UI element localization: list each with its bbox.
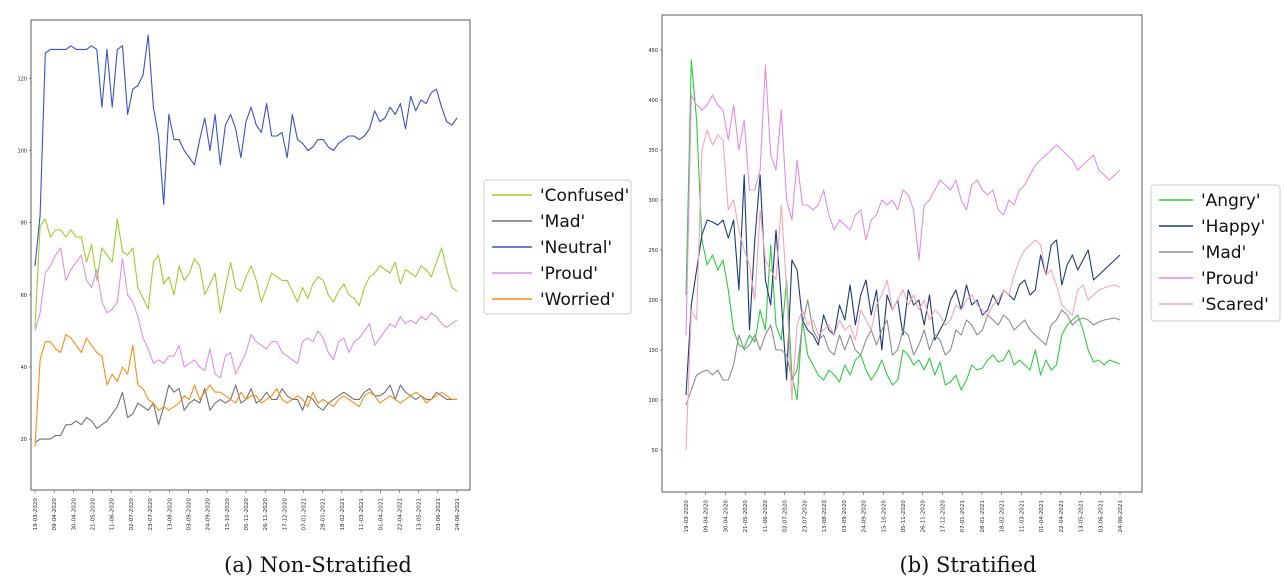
legend-label: 'Angry' xyxy=(1201,191,1261,211)
x-tick-label: 17-12-2020 xyxy=(940,500,946,533)
x-tick-label: 23-07-2020 xyxy=(148,498,154,531)
legend-label: 'Worried' xyxy=(540,290,615,310)
x-tick-label: 07-01-2021 xyxy=(302,498,308,531)
legend-label: 'Neutral' xyxy=(540,238,612,258)
x-tick-label: 03-06-2021 xyxy=(1098,500,1104,533)
x-tick-label: 24-06-2021 xyxy=(1118,500,1124,533)
y-tick-label: 450 xyxy=(648,48,658,54)
x-tick-label: 02-07-2020 xyxy=(129,498,135,531)
chart-non-stratified: 20 40 60 80 100 120 19-03-2020 09-04-2020 30-04-… xyxy=(17,19,632,577)
y-tick-label: 400 xyxy=(648,98,658,104)
x-tick-label: 13-08-2020 xyxy=(167,498,173,531)
y-tick-label: 250 xyxy=(648,248,658,254)
x-tick-label: 09-04-2020 xyxy=(52,498,58,531)
x-tick-label: 24-09-2020 xyxy=(206,498,212,531)
y-tick-label: 100 xyxy=(17,148,27,154)
x-tick-label: 11-06-2020 xyxy=(763,500,769,533)
x-tick-label: 02-07-2020 xyxy=(783,500,789,533)
y-tick-label: 200 xyxy=(648,298,658,304)
x-tick-label: 26-11-2020 xyxy=(263,498,269,531)
x-tick-label: 17-12-2020 xyxy=(282,498,288,531)
x-tick-label: 24-06-2021 xyxy=(455,498,461,531)
x-tick-label: 21-05-2020 xyxy=(91,498,97,531)
legend-box xyxy=(1150,184,1281,322)
x-tick-label: 03-09-2020 xyxy=(186,498,192,531)
x-tick-label: 11-03-2021 xyxy=(1019,500,1025,533)
x-tick-label: 05-11-2020 xyxy=(901,500,907,533)
x-tick-label: 01-04-2021 xyxy=(1039,500,1045,533)
x-tick-label: 01-04-2021 xyxy=(378,498,384,531)
x-tick-label: 21-05-2020 xyxy=(743,500,749,533)
x-tick-label: 19-03-2020 xyxy=(684,500,690,533)
series-line-happy xyxy=(685,174,1121,396)
x-tick-label: 18-02-2021 xyxy=(340,498,346,531)
legend-label: 'Mad' xyxy=(540,212,585,232)
y-tick-label: 300 xyxy=(648,198,658,204)
series-line-confused xyxy=(34,218,458,328)
plot-frame xyxy=(661,14,1143,493)
x-tick-label: 15-10-2020 xyxy=(881,500,887,533)
legend-label: 'Proud' xyxy=(540,264,598,284)
plot-frame xyxy=(30,19,471,491)
x-tick-label: 28-01-2021 xyxy=(321,498,327,531)
chart-stratified: 50 100 150 200 250 300 350 400 450 19-03-2020 09-0… xyxy=(648,14,1281,577)
x-tick-label: 30-04-2020 xyxy=(71,498,77,531)
x-tick-label: 23-07-2020 xyxy=(802,500,808,533)
x-tick-label: 05-11-2020 xyxy=(244,498,250,531)
y-tick-label: 150 xyxy=(648,348,658,354)
x-tick-label: 13-05-2021 xyxy=(1079,500,1085,533)
x-tick-label: 11-03-2021 xyxy=(359,498,365,531)
x-tick-label: 30-04-2020 xyxy=(723,500,729,533)
subfigure-caption: (b) Stratified xyxy=(900,553,1037,577)
legend-label: 'Happy' xyxy=(1201,217,1265,237)
y-tick-label: 120 xyxy=(17,76,27,82)
legend: 'Confused' 'Mad' 'Neutral' 'Proud' 'Worried' xyxy=(483,179,632,315)
y-tick-label: 350 xyxy=(648,148,658,154)
x-tick-label: 24-09-2020 xyxy=(862,500,868,533)
y-tick-label: 100 xyxy=(648,398,658,404)
series-line-worried xyxy=(34,333,457,447)
x-tick-label: 19-03-2020 xyxy=(33,498,39,531)
x-tick-label: 26-11-2020 xyxy=(921,500,927,533)
x-tick-label: 13-05-2021 xyxy=(417,498,423,531)
y-tick-label: 50 xyxy=(652,448,658,454)
x-tick-label: 15-10-2020 xyxy=(225,498,231,531)
y-tick-label: 20 xyxy=(21,437,27,443)
x-tick-label: 03-06-2021 xyxy=(436,498,442,531)
y-tick-label: 60 xyxy=(21,293,27,299)
legend-label: 'Confused' xyxy=(540,186,629,206)
x-tick-label: 28-01-2021 xyxy=(980,500,986,533)
legend-label: 'Mad' xyxy=(1201,243,1246,263)
subfigure-caption: (a) Non-Stratified xyxy=(224,553,412,577)
legend-label: 'Proud' xyxy=(1201,269,1259,289)
series-line-angry xyxy=(685,59,1121,401)
x-tick-label: 03-09-2020 xyxy=(842,500,848,533)
x-tick-label: 18-02-2021 xyxy=(1000,500,1006,533)
x-tick-label: 13-08-2020 xyxy=(822,500,828,533)
series-line-proud xyxy=(685,64,1121,336)
legend-box xyxy=(483,179,632,315)
legend-label: 'Scared' xyxy=(1201,295,1269,315)
series-line-neutral xyxy=(34,34,458,266)
legend: 'Angry' 'Happy' 'Mad' 'Proud' 'Scared' xyxy=(1150,184,1281,322)
y-tick-label: 40 xyxy=(21,365,27,371)
series-line-scared xyxy=(685,129,1121,451)
x-tick-label: 22-04-2021 xyxy=(1059,500,1065,533)
series-line-mad xyxy=(685,299,1121,406)
x-tick-label: 11-06-2020 xyxy=(110,498,116,531)
x-tick-label: 09-04-2020 xyxy=(704,500,710,533)
x-tick-label: 07-01-2021 xyxy=(960,500,966,533)
series-line-proud xyxy=(34,247,458,379)
y-tick-label: 80 xyxy=(21,221,27,227)
x-tick-label: 22-04-2021 xyxy=(397,498,403,531)
